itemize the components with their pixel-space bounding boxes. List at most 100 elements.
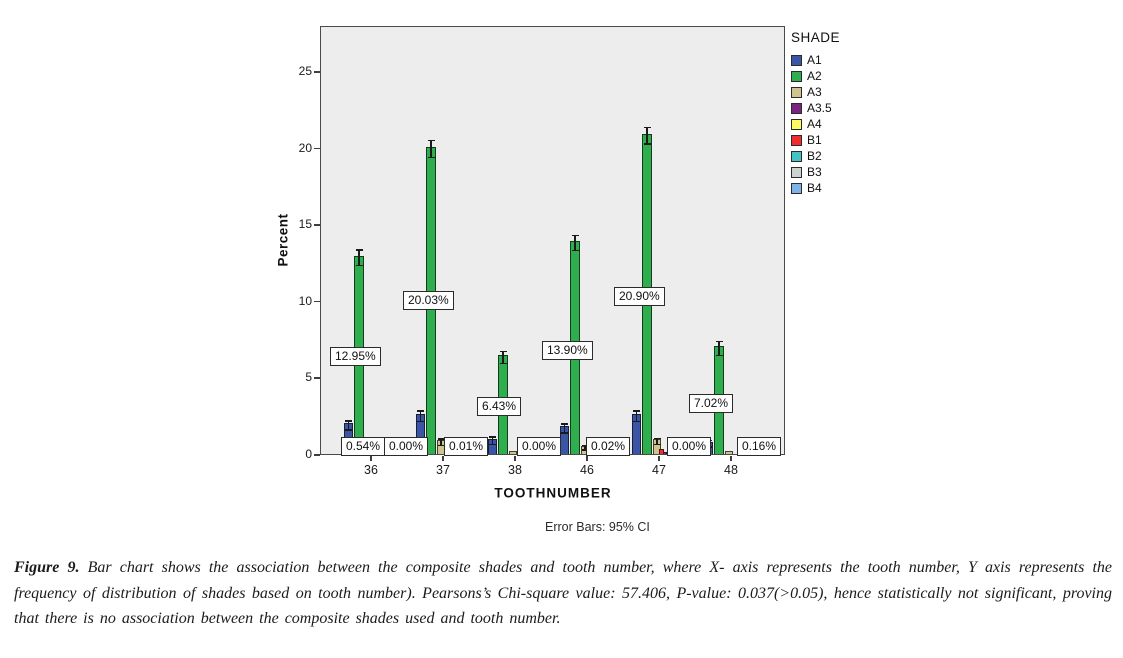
legend-swatch-A2 bbox=[791, 70, 802, 82]
y-tick-label: 5 bbox=[305, 370, 312, 385]
x-tick-label: 38 bbox=[508, 463, 522, 477]
bar-48-A3 bbox=[725, 451, 733, 454]
x-tick-label: 47 bbox=[652, 463, 666, 477]
y-tick-label: 0 bbox=[305, 447, 312, 461]
error-bar-cap bbox=[643, 126, 651, 129]
legend-label: B1 bbox=[807, 133, 822, 147]
x-tick-label: 36 bbox=[364, 463, 378, 477]
legend-entry-B2: B2 bbox=[791, 148, 840, 164]
legend-swatch-B4 bbox=[791, 182, 802, 194]
error-bar-cap bbox=[571, 249, 579, 252]
figure-caption-text: Bar chart shows the association between … bbox=[14, 559, 1113, 627]
error-bar-cap bbox=[345, 429, 352, 431]
legend-label: A1 bbox=[807, 53, 822, 67]
error-bars-footnote: Error Bars: 95% CI bbox=[545, 520, 650, 534]
error-bar-cap bbox=[633, 420, 640, 423]
error-bar-cap bbox=[715, 354, 723, 357]
x-tick-mark bbox=[514, 456, 516, 461]
x-tick-mark bbox=[370, 456, 372, 461]
legend-entry-B4: B4 bbox=[791, 180, 840, 196]
legend-entry-A3.5: A3.5 bbox=[791, 100, 840, 116]
error-bar-cap bbox=[427, 139, 435, 142]
error-bar-line bbox=[440, 439, 442, 446]
x-tick-label: 46 bbox=[580, 463, 594, 477]
value-label-box: 13.90% bbox=[542, 341, 593, 360]
legend-label: A3 bbox=[807, 85, 822, 99]
legend-swatch-A4 bbox=[791, 118, 802, 130]
x-tick-mark bbox=[442, 456, 444, 461]
error-bar-cap bbox=[489, 443, 496, 446]
legend-entry-A3: A3 bbox=[791, 84, 840, 100]
legend-label: A4 bbox=[807, 117, 822, 131]
error-bar-cap bbox=[417, 420, 424, 423]
error-bar-cap bbox=[437, 438, 445, 440]
legend-swatch-B2 bbox=[791, 150, 802, 162]
value-label-box: 0.01% bbox=[444, 437, 489, 456]
legend-label: B3 bbox=[807, 165, 822, 179]
bar-38-A3 bbox=[509, 451, 517, 454]
y-tick-mark bbox=[314, 224, 320, 226]
y-tick-mark bbox=[314, 377, 320, 379]
value-label-box: 20.90% bbox=[614, 287, 665, 306]
error-bar-line bbox=[430, 140, 432, 158]
y-tick-mark bbox=[314, 71, 320, 73]
x-tick-label: 48 bbox=[724, 463, 738, 477]
legend-label: B2 bbox=[807, 149, 822, 163]
value-label-box: 0.00% bbox=[384, 437, 429, 456]
error-bar-line bbox=[563, 423, 566, 433]
error-bar-cap bbox=[581, 444, 589, 447]
error-bar-cap bbox=[653, 443, 661, 446]
legend: SHADE A1 A2 A3 A3.5 A4 B1 B2 B3 B4 bbox=[791, 30, 840, 196]
legend-entries: A1 A2 A3 A3.5 A4 B1 B2 B3 B4 bbox=[791, 52, 840, 196]
legend-entry-A1: A1 bbox=[791, 52, 840, 68]
error-bar-line bbox=[584, 445, 586, 450]
error-bar-line bbox=[718, 341, 720, 356]
legend-swatch-B1 bbox=[791, 134, 802, 146]
error-bar-cap bbox=[561, 423, 568, 425]
legend-swatch-A3.5 bbox=[791, 102, 802, 114]
error-bar-cap bbox=[715, 340, 723, 343]
legend-entry-A4: A4 bbox=[791, 116, 840, 132]
value-label-box: 0.54% bbox=[341, 437, 386, 456]
error-bar-line bbox=[656, 438, 658, 445]
error-bar-cap bbox=[499, 362, 507, 365]
error-bar-line bbox=[347, 420, 350, 430]
figure-caption: Figure 9. Bar chart shows the associatio… bbox=[14, 555, 1112, 632]
legend-label: A2 bbox=[807, 69, 822, 83]
error-bar-cap bbox=[345, 420, 352, 422]
legend-entry-B1: B1 bbox=[791, 132, 840, 148]
value-label-box: 7.02% bbox=[689, 394, 734, 413]
legend-title: SHADE bbox=[791, 30, 841, 45]
error-bar-cap bbox=[653, 437, 661, 440]
error-bar-line bbox=[491, 436, 494, 445]
error-bar-cap bbox=[561, 432, 568, 434]
figure-caption-label: Figure 9. bbox=[14, 559, 80, 576]
x-tick-mark bbox=[586, 456, 588, 461]
error-bar-cap bbox=[417, 410, 424, 412]
x-tick-mark bbox=[658, 456, 660, 461]
error-bar-line bbox=[646, 127, 648, 145]
error-bar-cap bbox=[581, 449, 589, 451]
error-bar-cap bbox=[355, 264, 363, 267]
error-bar-line bbox=[502, 351, 504, 364]
error-bar-cap bbox=[355, 249, 363, 251]
x-axis-title: TOOTHNUMBER bbox=[494, 485, 612, 501]
y-tick-label: 10 bbox=[298, 293, 312, 308]
y-tick-mark bbox=[314, 454, 320, 456]
legend-swatch-A3 bbox=[791, 86, 802, 98]
error-bar-cap bbox=[499, 350, 507, 353]
error-bar-cap bbox=[633, 410, 640, 412]
plot-area bbox=[320, 26, 785, 455]
x-tick-label: 37 bbox=[436, 463, 450, 477]
y-tick-label: 25 bbox=[298, 64, 312, 78]
y-tick-label: 15 bbox=[298, 217, 312, 232]
legend-entry-A2: A2 bbox=[791, 68, 840, 84]
error-bar-cap bbox=[489, 436, 496, 438]
value-label-box: 20.03% bbox=[403, 291, 454, 310]
value-label-box: 0.02% bbox=[586, 437, 631, 456]
error-bar-line bbox=[574, 235, 576, 251]
y-tick-mark bbox=[314, 300, 320, 303]
error-bar-cap bbox=[571, 234, 579, 237]
value-label-box: 0.00% bbox=[517, 437, 562, 456]
error-bar-cap bbox=[437, 444, 445, 447]
